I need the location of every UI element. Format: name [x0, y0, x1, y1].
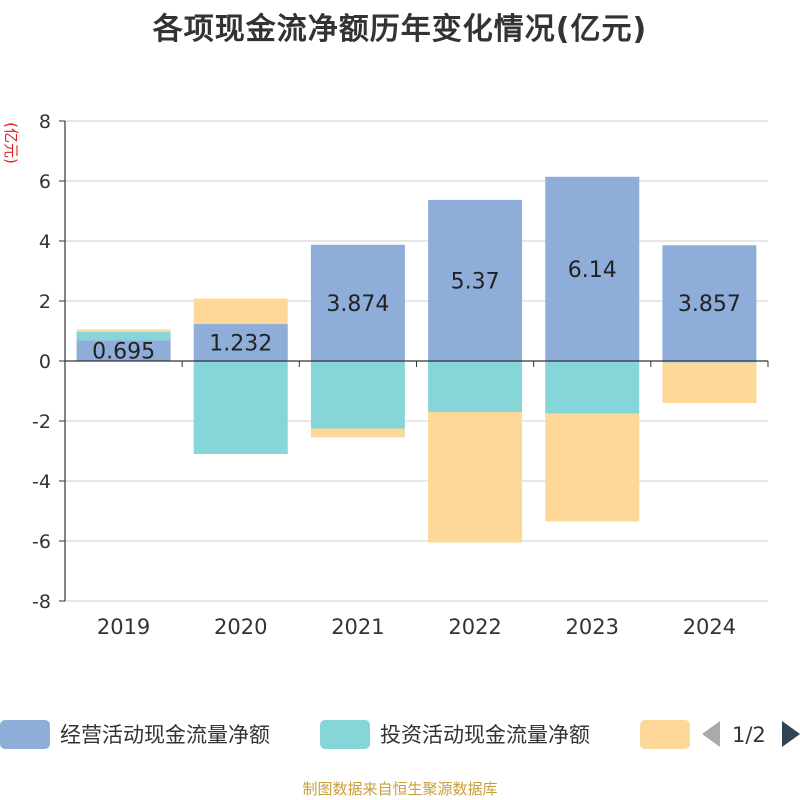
- legend-item[interactable]: [640, 720, 690, 749]
- legend-label: 投资活动现金流量净额: [380, 723, 590, 747]
- bar-value-label: 0.695: [92, 340, 155, 365]
- data-source-note: 制图数据来自恒生聚源数据库: [302, 780, 498, 798]
- x-tick-label: 2020: [214, 615, 267, 639]
- bar: [662, 362, 757, 403]
- legend-swatch: [640, 720, 690, 749]
- x-tick-label: 2023: [566, 615, 619, 639]
- bar: [310, 428, 405, 438]
- legend-prev-arrow-icon[interactable]: [702, 721, 720, 747]
- legend-page-indicator: 1/2: [732, 723, 766, 747]
- bar-value-label: 5.37: [451, 269, 500, 294]
- bar: [662, 361, 757, 363]
- bar-value-label: 3.874: [326, 292, 389, 317]
- legend-next-arrow-icon[interactable]: [782, 721, 800, 747]
- y-tick-label: 2: [39, 291, 51, 313]
- chart-title: 各项现金流净额历年变化情况(亿元): [152, 12, 648, 47]
- legend-swatch: [320, 720, 370, 749]
- x-tick-label: 2024: [683, 615, 736, 639]
- y-tick-label: 0: [39, 351, 51, 373]
- bar: [310, 244, 405, 361]
- y-tick-label: -8: [32, 591, 51, 613]
- bar: [428, 361, 523, 412]
- bar: [76, 340, 171, 361]
- y-tick-label: 8: [39, 111, 51, 133]
- bar: [193, 324, 288, 361]
- legend-item[interactable]: 经营活动现金流量净额: [0, 720, 270, 749]
- bar: [193, 361, 288, 454]
- y-tick-label: -2: [32, 411, 51, 433]
- y-tick-label: -4: [32, 471, 51, 493]
- y-axis-title: (亿元): [2, 122, 20, 164]
- bar: [76, 331, 171, 341]
- y-tick-label: 4: [39, 231, 51, 253]
- bar: [545, 361, 640, 414]
- bar-value-label: 6.14: [568, 258, 617, 283]
- x-tick-label: 2021: [331, 615, 384, 639]
- bar: [193, 298, 288, 325]
- bar: [76, 329, 171, 332]
- bar-value-label: 3.857: [678, 292, 741, 317]
- y-tick-label: -6: [32, 531, 51, 553]
- x-tick-label: 2022: [448, 615, 501, 639]
- y-tick-label: 6: [39, 171, 51, 193]
- legend-swatch: [0, 720, 50, 749]
- bar: [662, 245, 757, 361]
- bar-value-label: 1.232: [209, 332, 272, 357]
- legend-label: 经营活动现金流量净额: [60, 723, 270, 747]
- bar: [310, 361, 405, 429]
- bar: [428, 412, 523, 543]
- bar: [545, 413, 640, 522]
- bar: [428, 199, 523, 361]
- x-tick-label: 2019: [97, 615, 150, 639]
- legend-item[interactable]: 投资活动现金流量净额: [320, 720, 590, 749]
- bar: [545, 176, 640, 361]
